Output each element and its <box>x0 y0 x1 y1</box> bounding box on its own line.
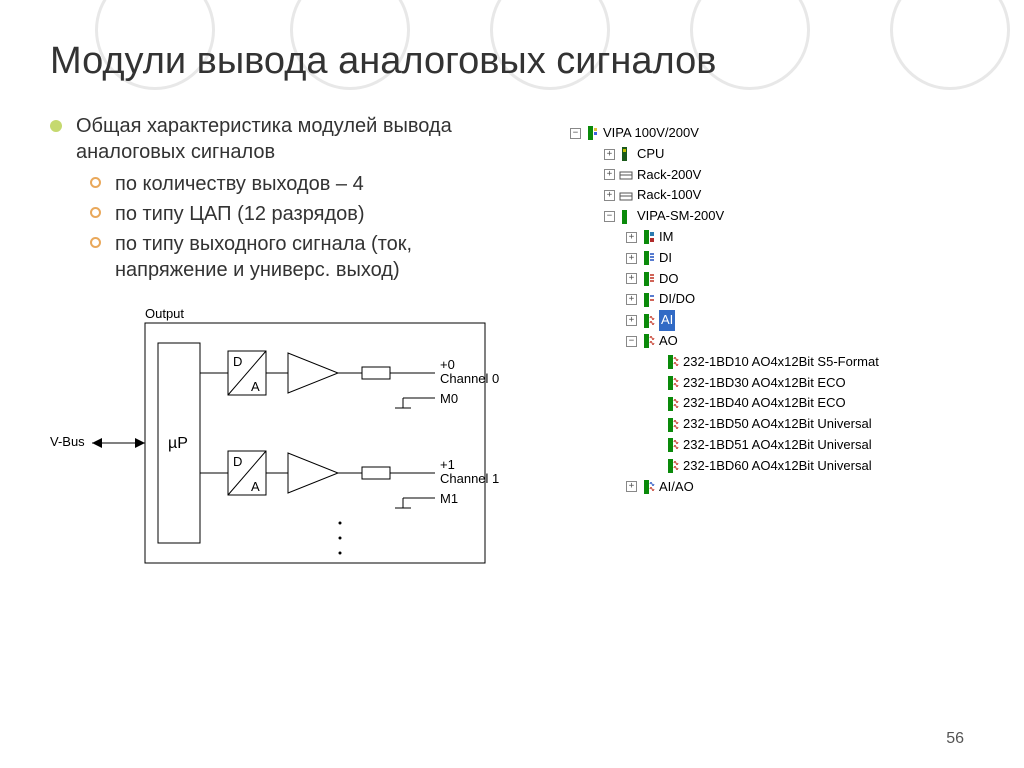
svg-text:M0: M0 <box>440 391 458 406</box>
bullet-solid-icon <box>50 120 62 132</box>
module-icon <box>665 459 679 473</box>
module-icon <box>619 210 633 224</box>
tree-item-label: 232-1BD30 AO4x12Bit ECO <box>683 373 846 394</box>
svg-text:A: A <box>251 479 260 494</box>
tree-item-label: 232-1BD51 AO4x12Bit Universal <box>683 435 872 456</box>
tree-item-label: IM <box>659 227 673 248</box>
tree-item-label: AI/AO <box>659 477 694 498</box>
bullet-hollow-icon <box>90 177 101 188</box>
module-tree: − VIPA 100V/200V + CPU + Rack-200V + Rack-100… <box>560 123 974 497</box>
module-icon <box>585 126 599 140</box>
module-icon <box>641 480 655 494</box>
tree-item-label: 232-1BD40 AO4x12Bit ECO <box>683 393 846 414</box>
module-icon <box>665 376 679 390</box>
tree-item-label: AI <box>659 310 675 331</box>
module-icon <box>641 334 655 348</box>
tree-item[interactable]: 232-1BD40 AO4x12Bit ECO <box>560 393 974 414</box>
tree-item[interactable]: + IM <box>560 227 974 248</box>
module-icon <box>665 438 679 452</box>
module-icon <box>619 147 633 161</box>
tree-item[interactable]: + Rack-200V <box>560 165 974 186</box>
tree-root-label: VIPA 100V/200V <box>603 123 699 144</box>
tree-item[interactable]: + AI/AO <box>560 477 974 498</box>
bullet-sub: по типу ЦАП (12 разрядов) <box>115 201 365 227</box>
collapse-icon[interactable]: − <box>570 128 581 139</box>
tree-item-label: DI/DO <box>659 289 695 310</box>
tree-item[interactable]: 232-1BD10 AO4x12Bit S5-Format <box>560 352 974 373</box>
tree-item-label: AO <box>659 331 678 352</box>
collapse-icon[interactable]: − <box>604 211 615 222</box>
bullet-list: Общая характеристика модулей вывода анал… <box>50 113 530 165</box>
expand-icon[interactable]: + <box>626 294 637 305</box>
tree-item[interactable]: 232-1BD60 AO4x12Bit Universal <box>560 456 974 477</box>
module-icon <box>665 397 679 411</box>
output-diagram: Output V-Bus µP D A <box>50 303 530 588</box>
tree-item[interactable]: 232-1BD30 AO4x12Bit ECO <box>560 373 974 394</box>
module-icon <box>641 314 655 328</box>
svg-text:V-Bus: V-Bus <box>50 434 85 449</box>
tree-item[interactable]: + DI <box>560 248 974 269</box>
page-number: 56 <box>946 730 964 748</box>
tree-item-label: DO <box>659 269 679 290</box>
tree-item-label: Rack-100V <box>637 185 701 206</box>
svg-text:D: D <box>233 354 242 369</box>
expand-icon[interactable]: + <box>626 481 637 492</box>
expand-icon[interactable]: + <box>604 169 615 180</box>
left-column: Общая характеристика модулей вывода анал… <box>50 113 530 588</box>
svg-text:µP: µP <box>168 435 188 452</box>
module-icon <box>619 168 633 182</box>
tree-item[interactable]: + Rack-100V <box>560 185 974 206</box>
bullet-sub: по количеству выходов – 4 <box>115 171 364 197</box>
tree-item-label: CPU <box>637 144 664 165</box>
tree-item-label: 232-1BD10 AO4x12Bit S5-Format <box>683 352 879 373</box>
expand-icon[interactable]: + <box>604 190 615 201</box>
tree-item[interactable]: − AO <box>560 331 974 352</box>
svg-text:+1: +1 <box>440 457 455 472</box>
tree-item[interactable]: − VIPA-SM-200V <box>560 206 974 227</box>
tree-root[interactable]: − VIPA 100V/200V <box>560 123 974 144</box>
module-icon <box>665 418 679 432</box>
tree-item-label: VIPA-SM-200V <box>637 206 724 227</box>
tree-item[interactable]: + CPU <box>560 144 974 165</box>
svg-text:D: D <box>233 454 242 469</box>
module-icon <box>641 230 655 244</box>
module-icon <box>665 355 679 369</box>
bullet-hollow-icon <box>90 207 101 218</box>
expand-icon[interactable]: + <box>626 273 637 284</box>
svg-text:Output: Output <box>145 306 184 321</box>
tree-item[interactable]: 232-1BD51 AO4x12Bit Universal <box>560 435 974 456</box>
module-icon <box>641 272 655 286</box>
tree-item[interactable]: + AI <box>560 310 974 331</box>
tree-item-label: Rack-200V <box>637 165 701 186</box>
expand-icon[interactable]: + <box>626 315 637 326</box>
svg-text:A: A <box>251 379 260 394</box>
expand-icon[interactable]: + <box>626 253 637 264</box>
svg-text:Channel 0: Channel 0 <box>440 371 499 386</box>
svg-text:Channel 1: Channel 1 <box>440 471 499 486</box>
module-icon <box>641 251 655 265</box>
bullet-sub: по типу выходного сигнала (ток, напряжен… <box>115 231 530 283</box>
tree-item[interactable]: + DO <box>560 269 974 290</box>
tree-item-label: 232-1BD50 AO4x12Bit Universal <box>683 414 872 435</box>
svg-text:M1: M1 <box>440 491 458 506</box>
expand-icon[interactable]: + <box>604 149 615 160</box>
tree-item[interactable]: 232-1BD50 AO4x12Bit Universal <box>560 414 974 435</box>
tree-item[interactable]: + DI/DO <box>560 289 974 310</box>
expand-icon[interactable]: + <box>626 232 637 243</box>
bullet-hollow-icon <box>90 237 101 248</box>
module-icon <box>619 189 633 203</box>
tree-item-label: DI <box>659 248 672 269</box>
page-title: Модули вывода аналоговых сигналов <box>50 40 974 83</box>
right-column: − VIPA 100V/200V + CPU + Rack-200V + Rack-100… <box>560 113 974 588</box>
collapse-icon[interactable]: − <box>626 336 637 347</box>
tree-item-label: 232-1BD60 AO4x12Bit Universal <box>683 456 872 477</box>
module-icon <box>641 293 655 307</box>
bullet-main: Общая характеристика модулей вывода анал… <box>76 113 530 165</box>
svg-text:+0: +0 <box>440 357 455 372</box>
